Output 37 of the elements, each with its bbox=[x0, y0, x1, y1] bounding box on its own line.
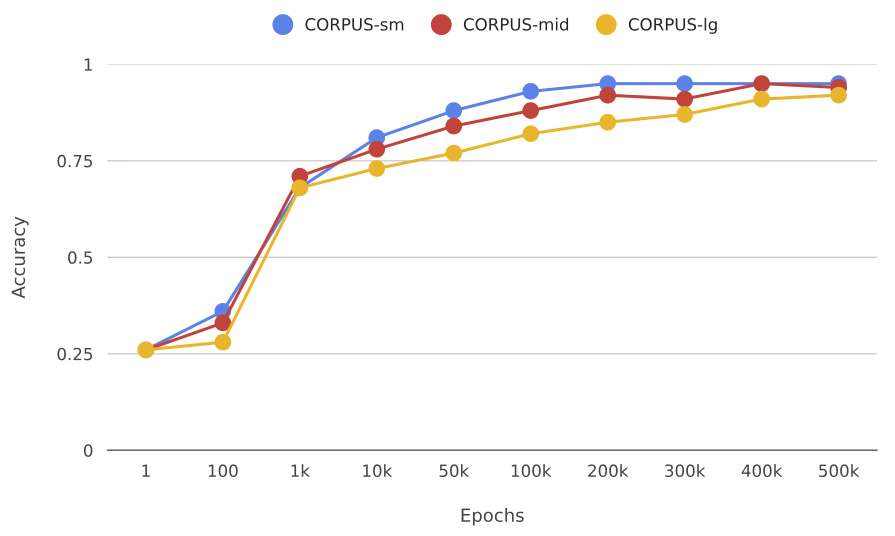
point bbox=[214, 334, 232, 351]
x-tick-label: 50k bbox=[440, 464, 470, 478]
y-tick-label: 1 bbox=[84, 58, 92, 71]
point bbox=[676, 75, 694, 92]
x-tick-label: 300k bbox=[665, 464, 706, 478]
legend-label: CORPUS-lg bbox=[628, 18, 717, 34]
y-tick-label: 0.5 bbox=[68, 251, 92, 264]
x-tick-label: 1 bbox=[142, 464, 150, 477]
point bbox=[368, 160, 386, 177]
point bbox=[522, 83, 540, 100]
y-tick-label: 0.25 bbox=[58, 348, 92, 360]
point bbox=[445, 118, 462, 134]
point bbox=[676, 90, 694, 108]
y-tick-label: 0 bbox=[84, 444, 92, 457]
point bbox=[445, 144, 462, 162]
x-axis-title: Epochs bbox=[462, 508, 524, 526]
point bbox=[368, 140, 386, 158]
y-tick-label: 0.75 bbox=[58, 154, 92, 168]
x-tick-label: 100k bbox=[512, 464, 552, 478]
x-tick-label: 100 bbox=[208, 464, 238, 478]
point bbox=[830, 86, 847, 104]
x-tick-label: 200k bbox=[588, 464, 628, 478]
legend-label: CORPUS-sm bbox=[305, 18, 404, 31]
point bbox=[753, 90, 770, 108]
x-tick-label: 400k bbox=[742, 464, 782, 478]
x-tick-label: 10k bbox=[363, 464, 392, 478]
point bbox=[599, 86, 616, 104]
y-axis-title: Accuracy bbox=[12, 216, 29, 298]
point bbox=[445, 102, 462, 119]
point bbox=[214, 314, 232, 332]
point bbox=[522, 125, 540, 142]
x-tick-label: 1k bbox=[292, 464, 310, 477]
point bbox=[599, 114, 616, 131]
legend-label: CORPUS-mid bbox=[464, 18, 568, 31]
point bbox=[676, 106, 694, 123]
point bbox=[522, 102, 540, 119]
x-tick-label: 500k bbox=[819, 464, 860, 478]
